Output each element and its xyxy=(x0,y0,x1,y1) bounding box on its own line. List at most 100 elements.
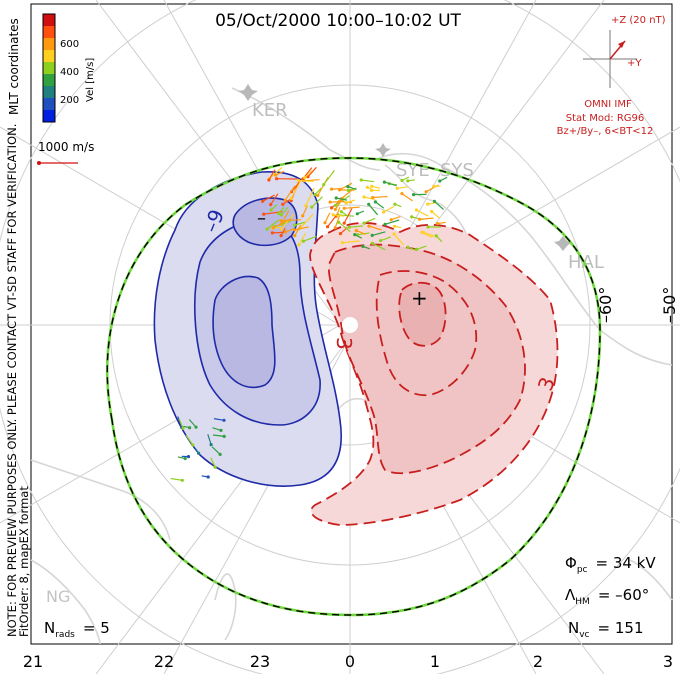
velocity-vector xyxy=(269,166,283,179)
velocity-vector xyxy=(375,201,385,209)
velocity-vector-origin xyxy=(304,204,308,208)
velocity-vector xyxy=(393,233,405,246)
mlt-label-23: 23 xyxy=(250,652,270,671)
velocity-vector xyxy=(372,231,386,236)
velocity-vector-origin xyxy=(436,222,440,226)
velocity-vector-origin xyxy=(395,186,399,190)
velocity-vector-origin xyxy=(279,234,283,238)
velocity-vector xyxy=(356,230,366,235)
velocity-vector-origin xyxy=(432,184,436,188)
velocity-vector-origin xyxy=(370,184,374,188)
velocity-vector-origin xyxy=(222,418,226,422)
velocity-vector-origin xyxy=(373,200,377,204)
velocity-vector xyxy=(340,189,353,200)
velocity-vector-origin xyxy=(359,178,363,182)
velocity-vector xyxy=(307,166,317,178)
velocity-vector-origin xyxy=(186,455,191,459)
velocity-vector xyxy=(368,225,382,231)
velocity-vector-origin xyxy=(346,185,350,189)
velocity-vector-origin xyxy=(323,221,327,225)
velocity-vector xyxy=(327,214,338,228)
colorbar-cell xyxy=(43,110,55,123)
velocity-vector-origin xyxy=(392,232,396,236)
velocity-vector-origin xyxy=(333,226,337,230)
station-ng-label: NG xyxy=(46,587,70,606)
colorbar-cell xyxy=(43,86,55,99)
potential-max-marker: + xyxy=(411,286,428,310)
velocity-vector xyxy=(416,209,429,217)
velocity-vector-origin xyxy=(303,176,307,180)
velocity-vector-origin xyxy=(326,225,330,229)
velocity-vector xyxy=(262,194,275,202)
colorbar-cells xyxy=(43,14,55,123)
velocity-vector-origin xyxy=(209,443,213,447)
velocity-vector-origin xyxy=(382,210,386,214)
velocity-vector-origin xyxy=(371,195,375,200)
fit-order-label: FitOrder: 8, mapEX format xyxy=(17,486,31,637)
station-ker-label: KER xyxy=(252,100,288,121)
velocity-vector-origin xyxy=(337,220,341,224)
velocity-vector xyxy=(280,207,289,216)
hm-lat-stat: ΛHM = –60° xyxy=(565,586,649,607)
velocity-vector xyxy=(384,219,400,225)
velocity-vector xyxy=(305,187,315,207)
pos-contour-peak xyxy=(398,281,447,347)
imf-vector-head xyxy=(618,41,625,48)
colorbar-frame xyxy=(42,13,56,123)
velocity-vector-origin xyxy=(222,434,226,438)
velocity-vector-origin xyxy=(434,234,438,238)
velocity-colorbar: 600 400 200 Vel [m/s] xyxy=(42,13,96,123)
velocity-vector xyxy=(337,214,355,217)
velocity-vector xyxy=(342,240,360,244)
mlt-label-21: 21 xyxy=(23,652,43,671)
colorbar-cell xyxy=(43,74,55,87)
mlt-axis: 21 22 23 0 1 2 3 xyxy=(23,652,673,671)
velocity-vector xyxy=(363,196,376,201)
velocity-vector-origin xyxy=(281,202,285,206)
scale-vector-label: 1000 m/s xyxy=(38,140,94,154)
velocity-vector xyxy=(303,235,317,242)
velocity-vector xyxy=(170,477,183,481)
velocity-vector-origin xyxy=(415,247,419,251)
velocity-vector-origin xyxy=(293,234,297,238)
velocity-vector-origin xyxy=(191,443,195,447)
velocity-vector-origin xyxy=(277,211,281,216)
potential-min-marker: – xyxy=(257,208,266,229)
velocity-vector-origin xyxy=(283,198,287,202)
velocity-vector-origin xyxy=(206,475,210,479)
velocity-vector-origin xyxy=(219,428,223,432)
magnetic-pole xyxy=(342,317,358,333)
lat-label-60: –60° xyxy=(596,287,615,323)
velocity-vector-origin xyxy=(333,207,337,211)
velocity-vector-origin xyxy=(293,223,297,227)
velocity-vector-origin xyxy=(310,205,314,209)
velocity-vector xyxy=(212,434,225,437)
colorbar-cell xyxy=(43,50,55,63)
velocity-vector xyxy=(336,197,348,201)
colorbar-cell xyxy=(43,98,55,111)
cpcp-stat: Φpc = 34 kV xyxy=(565,554,656,575)
velocity-vector-origin xyxy=(420,230,424,234)
velocity-vector xyxy=(421,231,433,239)
velocity-vector xyxy=(284,185,296,201)
velocity-vector-origin xyxy=(367,224,371,228)
velocity-vector-origin xyxy=(183,456,187,461)
velocity-vector-origin xyxy=(406,179,410,183)
velocity-vector-origin xyxy=(382,180,386,184)
velocity-vector xyxy=(290,180,302,199)
velocity-vector xyxy=(304,170,313,179)
station-sys-label: SYS xyxy=(440,160,474,181)
velocity-vector-origin xyxy=(296,178,301,183)
velocity-vector xyxy=(311,196,323,208)
mlt-label-2: 2 xyxy=(533,652,543,671)
velocity-vector-origin xyxy=(289,196,293,200)
velocity-vector xyxy=(272,231,284,234)
velocity-vector-origin xyxy=(328,200,332,204)
velocity-vector xyxy=(335,195,350,206)
imf-source: OMNI IMF xyxy=(584,99,632,110)
coordinate-label: MLT coordinates xyxy=(7,18,21,115)
velocity-vector xyxy=(294,226,309,231)
velocity-vector xyxy=(397,186,408,189)
velocity-vector-origin xyxy=(344,201,348,205)
